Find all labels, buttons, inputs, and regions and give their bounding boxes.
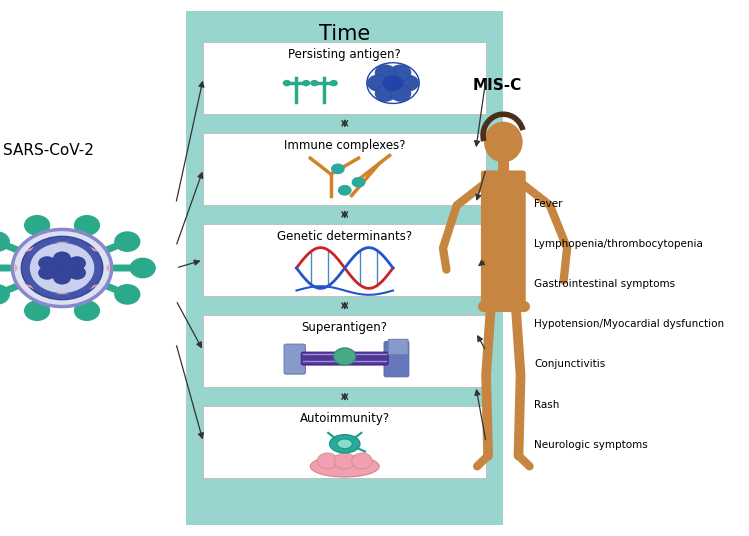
Circle shape — [375, 85, 395, 101]
FancyBboxPatch shape — [187, 11, 503, 525]
Polygon shape — [15, 264, 18, 272]
Circle shape — [75, 301, 100, 321]
Circle shape — [383, 75, 404, 91]
Circle shape — [368, 75, 388, 91]
Circle shape — [53, 271, 71, 285]
FancyBboxPatch shape — [204, 42, 486, 114]
FancyArrowPatch shape — [79, 228, 85, 240]
Circle shape — [30, 243, 94, 293]
Circle shape — [0, 232, 9, 251]
Text: Rash: Rash — [534, 400, 560, 410]
FancyBboxPatch shape — [384, 341, 409, 377]
Text: Lymphopenia/thrombocytopenia: Lymphopenia/thrombocytopenia — [534, 239, 703, 249]
Circle shape — [351, 453, 372, 469]
FancyBboxPatch shape — [388, 339, 408, 355]
Circle shape — [68, 256, 86, 270]
Circle shape — [302, 80, 310, 86]
Text: Persisting antigen?: Persisting antigen? — [288, 48, 401, 61]
Circle shape — [21, 236, 103, 300]
Circle shape — [334, 453, 355, 469]
FancyArrowPatch shape — [38, 296, 45, 308]
Text: Hypotension/Myocardial dysfunction: Hypotension/Myocardial dysfunction — [534, 319, 724, 329]
Circle shape — [338, 185, 351, 196]
Polygon shape — [55, 293, 70, 294]
FancyBboxPatch shape — [498, 160, 509, 176]
FancyBboxPatch shape — [204, 224, 486, 296]
Circle shape — [115, 285, 140, 304]
FancyBboxPatch shape — [204, 406, 486, 479]
Circle shape — [38, 256, 56, 270]
Text: Gastrointestinal symptoms: Gastrointestinal symptoms — [534, 279, 676, 289]
Text: Immune complexes?: Immune complexes? — [284, 139, 405, 152]
Circle shape — [115, 232, 140, 251]
Circle shape — [13, 229, 112, 307]
Circle shape — [75, 215, 100, 235]
Ellipse shape — [330, 435, 360, 453]
Text: Neurologic symptoms: Neurologic symptoms — [534, 440, 648, 450]
Circle shape — [25, 301, 49, 321]
FancyArrowPatch shape — [105, 285, 125, 293]
FancyArrowPatch shape — [0, 285, 19, 293]
FancyArrowPatch shape — [0, 243, 19, 251]
Circle shape — [390, 65, 411, 81]
Polygon shape — [90, 284, 101, 289]
Text: Time: Time — [319, 24, 370, 44]
Circle shape — [54, 262, 70, 274]
FancyBboxPatch shape — [204, 132, 486, 205]
Polygon shape — [90, 247, 101, 252]
Circle shape — [0, 285, 9, 304]
Circle shape — [398, 75, 419, 91]
Circle shape — [330, 80, 338, 86]
Polygon shape — [55, 242, 70, 243]
Circle shape — [317, 453, 338, 469]
Circle shape — [53, 251, 71, 265]
Ellipse shape — [484, 122, 523, 162]
Polygon shape — [23, 284, 34, 289]
Circle shape — [38, 266, 56, 280]
Ellipse shape — [310, 456, 379, 477]
FancyBboxPatch shape — [301, 352, 388, 365]
FancyArrowPatch shape — [79, 296, 85, 308]
Text: Genetic determinants?: Genetic determinants? — [277, 230, 412, 243]
Circle shape — [310, 80, 318, 86]
FancyArrowPatch shape — [38, 228, 45, 240]
Text: Superantigen?: Superantigen? — [302, 322, 388, 334]
Circle shape — [25, 215, 49, 235]
Ellipse shape — [337, 439, 352, 449]
Polygon shape — [23, 247, 34, 252]
Text: MIS-C: MIS-C — [473, 78, 521, 93]
Circle shape — [130, 258, 155, 278]
Text: Fever: Fever — [534, 199, 562, 209]
Circle shape — [390, 85, 411, 101]
FancyBboxPatch shape — [481, 170, 526, 308]
Text: SARS-CoV-2: SARS-CoV-2 — [4, 143, 94, 158]
Circle shape — [68, 266, 86, 280]
Polygon shape — [106, 264, 109, 272]
Text: Autoimmunity?: Autoimmunity? — [300, 413, 389, 426]
Circle shape — [331, 163, 345, 174]
Circle shape — [282, 80, 291, 86]
Text: Conjunctivitis: Conjunctivitis — [534, 360, 606, 369]
FancyArrowPatch shape — [105, 243, 125, 251]
Circle shape — [334, 348, 356, 365]
Circle shape — [375, 65, 395, 81]
FancyBboxPatch shape — [284, 344, 306, 374]
FancyBboxPatch shape — [204, 315, 486, 387]
Circle shape — [351, 177, 366, 188]
